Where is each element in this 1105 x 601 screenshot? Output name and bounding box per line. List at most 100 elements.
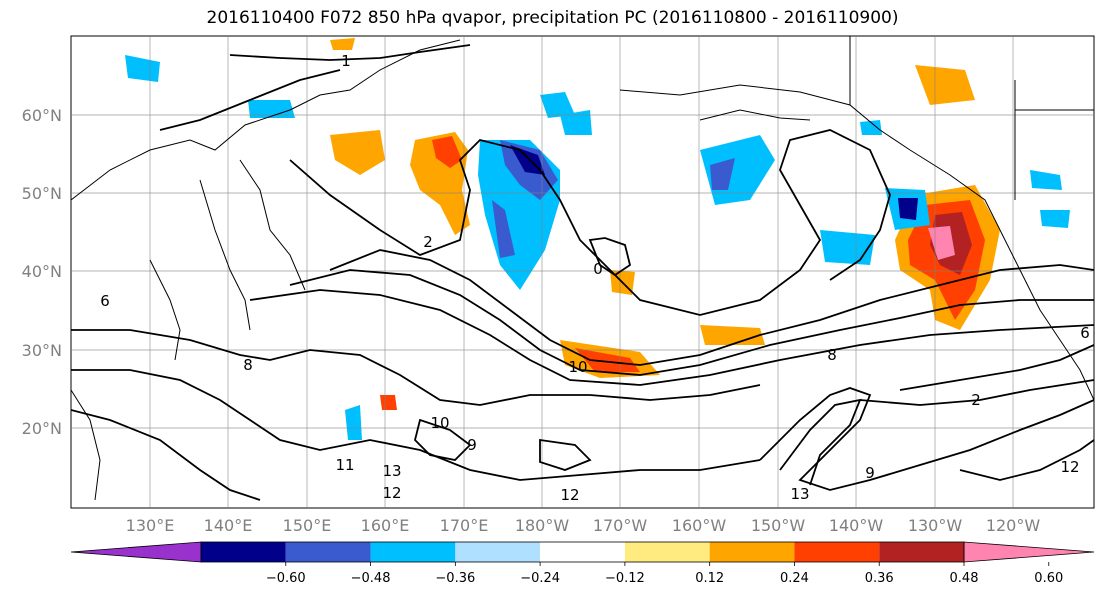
colorbar-extend-low [70, 541, 202, 563]
coastline [149, 259, 181, 361]
precip-negative-region [125, 55, 160, 82]
contour-line [588, 237, 632, 277]
colorbar-tick-label: −0.48 [351, 571, 391, 586]
contour-line [71, 409, 261, 501]
longitude-label: 130°W [908, 516, 963, 535]
longitude-label: 170°E [440, 516, 489, 535]
latitude-labels: 60°N 50°N 40°N 30°N 20°N [22, 106, 62, 438]
colorbar-segment [540, 542, 625, 562]
colorbar-tick-label: −0.60 [266, 571, 306, 586]
longitude-label: 140°W [829, 516, 884, 535]
colorbar-segment [455, 542, 541, 562]
latitude-label: 20°N [22, 419, 62, 438]
contour-label: 6 [1080, 324, 1090, 342]
longitude-labels: 130°E 140°E 150°E 160°E 170°E 180°W 170°W 160°W… [126, 516, 1041, 535]
colorbar-extend-high [963, 541, 1095, 563]
map-title: 2016110400 F072 850 hPa qvapor, precipit… [206, 8, 899, 28]
colorbar-ticks: −0.60 −0.48 −0.36 −0.24 −0.12 0.12 0.24 0.36 0.4… [266, 562, 1063, 586]
contour-line [159, 69, 341, 131]
colorbar-tick-label: 0.48 [950, 571, 979, 586]
precip-negative-region [710, 158, 735, 190]
contour-line [959, 439, 1094, 481]
colorbar-tick-label: −0.36 [435, 571, 475, 586]
contour-label: 10 [568, 358, 587, 376]
contour-line [329, 249, 1094, 366]
colorbar-tick-label: 0.24 [780, 571, 809, 586]
contour-line [539, 438, 592, 471]
gridlines [71, 36, 1094, 508]
contour-label: 12 [382, 484, 401, 502]
contour-label: 9 [865, 464, 875, 482]
longitude-label: 170°W [593, 516, 648, 535]
colorbar-tick-label: −0.12 [605, 571, 645, 586]
precip-negative-region [560, 110, 592, 135]
contour-label: 8 [827, 346, 837, 364]
contour-line [249, 289, 1094, 386]
colorbar-tick-label: 0.12 [695, 571, 724, 586]
contour-line [289, 129, 891, 316]
coastline [71, 389, 101, 501]
contour-label: 0 [593, 260, 603, 278]
longitude-label: 140°E [204, 516, 253, 535]
longitude-label: 160°E [361, 516, 410, 535]
coastline [71, 39, 461, 201]
contour-line [71, 329, 761, 406]
contour-line [71, 369, 761, 481]
contour-label: 2 [971, 391, 981, 409]
contour-label: 12 [560, 486, 579, 504]
precip-positive-region [380, 395, 397, 410]
longitude-label: 160°W [672, 516, 727, 535]
colorbar-segment [285, 542, 371, 562]
coastlines [71, 36, 1094, 501]
coastline [619, 84, 1001, 231]
colorbar-segment [624, 542, 710, 562]
contour-label: 10 [430, 414, 449, 432]
precip-negative-region [1030, 170, 1062, 190]
contour-line [759, 387, 1094, 491]
precip-negative-region [820, 230, 875, 265]
longitude-label: 150°E [283, 516, 332, 535]
contour-label: 12 [1060, 458, 1079, 476]
precip-negative-region [1040, 210, 1070, 228]
contour-label: 2 [423, 233, 433, 251]
contour-label: 8 [243, 356, 253, 374]
latitude-label: 50°N [22, 184, 62, 203]
colorbar-segment [794, 542, 880, 562]
precip-negative-region [248, 100, 295, 118]
precip-positive-region [915, 65, 975, 105]
colorbar-segment [370, 542, 456, 562]
contour-line [414, 418, 472, 461]
precip-positive-region [432, 136, 462, 168]
colorbar-outline [200, 541, 965, 563]
colorbar-segment [879, 542, 964, 562]
precip-positive-region [575, 348, 640, 372]
colorbar-tick-label: −0.24 [520, 571, 560, 586]
latitude-label: 60°N [22, 106, 62, 125]
contour-label: 13 [790, 485, 809, 503]
colorbar [70, 541, 1095, 563]
latitude-label: 30°N [22, 341, 62, 360]
contour-label: 1 [341, 52, 351, 70]
contour-label: 11 [335, 456, 354, 474]
contour-line [229, 44, 471, 61]
coastline [239, 159, 306, 291]
contour-line [859, 379, 1094, 406]
colorbar-segment [201, 542, 286, 562]
precip-negative-region [540, 92, 575, 118]
colorbar-tick-label: 0.36 [865, 571, 894, 586]
latitude-label: 40°N [22, 262, 62, 281]
precip-positive-region [700, 325, 765, 345]
contour-label: 13 [382, 462, 401, 480]
longitude-label: 130°E [126, 516, 175, 535]
longitude-label: 180°W [515, 516, 570, 535]
contour-line [289, 269, 1094, 376]
precip-positive-region [330, 38, 355, 50]
longitude-label: 120°W [986, 516, 1041, 535]
colorbar-tick-label: 0.60 [1034, 571, 1063, 586]
longitude-label: 150°W [751, 516, 806, 535]
precip-negative-region [345, 405, 362, 440]
contour-label: 6 [100, 292, 110, 310]
